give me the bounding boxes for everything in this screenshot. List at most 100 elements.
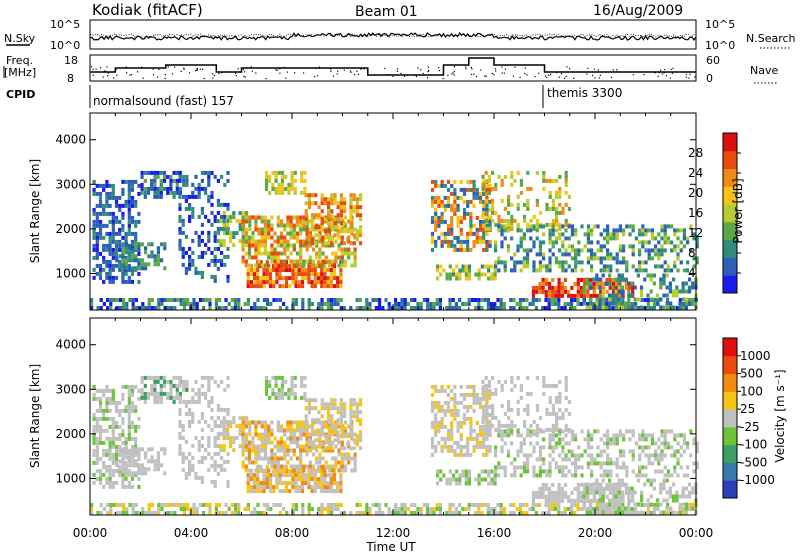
data-cell xyxy=(272,489,276,494)
data-cell xyxy=(539,210,543,215)
data-cell xyxy=(503,465,507,470)
data-cell xyxy=(336,302,340,306)
data-cell xyxy=(295,424,300,429)
data-cell xyxy=(622,465,626,470)
data-cell xyxy=(353,251,357,256)
data-cell xyxy=(570,298,574,302)
data-cell xyxy=(140,395,144,400)
data-cell xyxy=(222,219,226,224)
data-cell xyxy=(311,193,315,198)
data-cell xyxy=(265,465,269,470)
data-cell xyxy=(350,436,354,441)
data-cell xyxy=(440,448,444,453)
data-cell xyxy=(314,225,318,230)
data-cell xyxy=(609,268,613,273)
data-cell xyxy=(595,301,599,306)
data-cell xyxy=(311,217,315,222)
data-cell xyxy=(98,400,103,405)
data-cell xyxy=(307,477,311,482)
data-cell xyxy=(456,215,460,220)
data-cell xyxy=(640,285,644,290)
data-cell xyxy=(482,404,486,409)
data-cell xyxy=(617,301,621,306)
data-cell xyxy=(663,224,667,229)
data-cell xyxy=(270,247,274,252)
data-cell xyxy=(532,419,536,424)
nave-dot xyxy=(384,67,386,69)
data-cell xyxy=(223,459,227,464)
data-cell xyxy=(557,281,561,286)
data-cell xyxy=(98,199,103,204)
nsearch-tick-bottom: 10^0 xyxy=(705,39,735,52)
data-cell xyxy=(429,302,433,306)
data-cell xyxy=(497,224,501,229)
data-cell xyxy=(134,179,138,184)
data-cell xyxy=(387,306,391,310)
data-cell xyxy=(219,219,223,224)
nave-dot xyxy=(587,67,589,69)
data-cell xyxy=(182,174,186,179)
data-cell xyxy=(295,259,300,264)
nave-dot xyxy=(471,68,473,70)
nave-dot xyxy=(451,73,453,75)
data-cell xyxy=(340,235,344,240)
data-cell xyxy=(647,453,651,458)
data-cell xyxy=(608,285,612,290)
data-cell xyxy=(522,298,526,302)
data-cell xyxy=(216,463,220,468)
data-cell xyxy=(456,239,460,244)
data-cell xyxy=(284,268,289,273)
data-cell xyxy=(659,297,663,302)
data-cell xyxy=(548,178,552,183)
data-cell xyxy=(606,461,610,466)
nsearch-tick-top: 10^5 xyxy=(705,18,735,31)
data-cell xyxy=(491,206,495,211)
data-cell xyxy=(124,231,128,236)
data-cell xyxy=(592,293,596,298)
data-cell xyxy=(547,306,551,310)
data-cell xyxy=(134,254,138,259)
data-cell xyxy=(660,469,664,474)
data-cell xyxy=(98,428,103,433)
data-cell xyxy=(668,281,672,286)
data-cell xyxy=(644,228,648,233)
data-cell xyxy=(336,434,340,439)
title-right: 16/Aug/2009 xyxy=(593,3,683,19)
data-cell xyxy=(241,239,245,244)
data-cell xyxy=(586,232,590,237)
data-cell xyxy=(558,224,562,229)
data-cell xyxy=(469,199,473,204)
data-cell xyxy=(294,473,298,478)
data-cell xyxy=(279,444,284,449)
data-cell xyxy=(263,424,268,429)
data-cell xyxy=(257,251,261,256)
data-cell xyxy=(529,441,533,446)
data-cell xyxy=(311,221,315,226)
data-cell xyxy=(331,468,335,473)
data-cell xyxy=(550,507,554,511)
data-cell xyxy=(478,400,483,405)
data-cell xyxy=(147,467,151,472)
data-cell xyxy=(525,306,529,310)
data-cell xyxy=(608,297,612,302)
data-cell xyxy=(551,429,555,434)
data-cell xyxy=(682,302,686,306)
data-cell xyxy=(265,272,269,277)
nave-dot xyxy=(157,76,159,78)
data-cell xyxy=(450,420,454,425)
data-cell xyxy=(156,467,160,472)
data-cell xyxy=(542,256,546,261)
data-cell xyxy=(297,477,301,482)
data-cell xyxy=(475,227,479,232)
data-cell xyxy=(440,219,444,224)
data-cell xyxy=(98,183,103,188)
data-cell xyxy=(545,206,549,211)
data-cell xyxy=(434,243,438,248)
data-cell xyxy=(519,465,523,470)
data-cell xyxy=(453,440,457,445)
data-cell xyxy=(305,235,309,240)
data-cell xyxy=(567,289,571,294)
data-cell xyxy=(241,428,245,433)
data-cell xyxy=(440,388,444,393)
data-cell xyxy=(308,464,312,469)
